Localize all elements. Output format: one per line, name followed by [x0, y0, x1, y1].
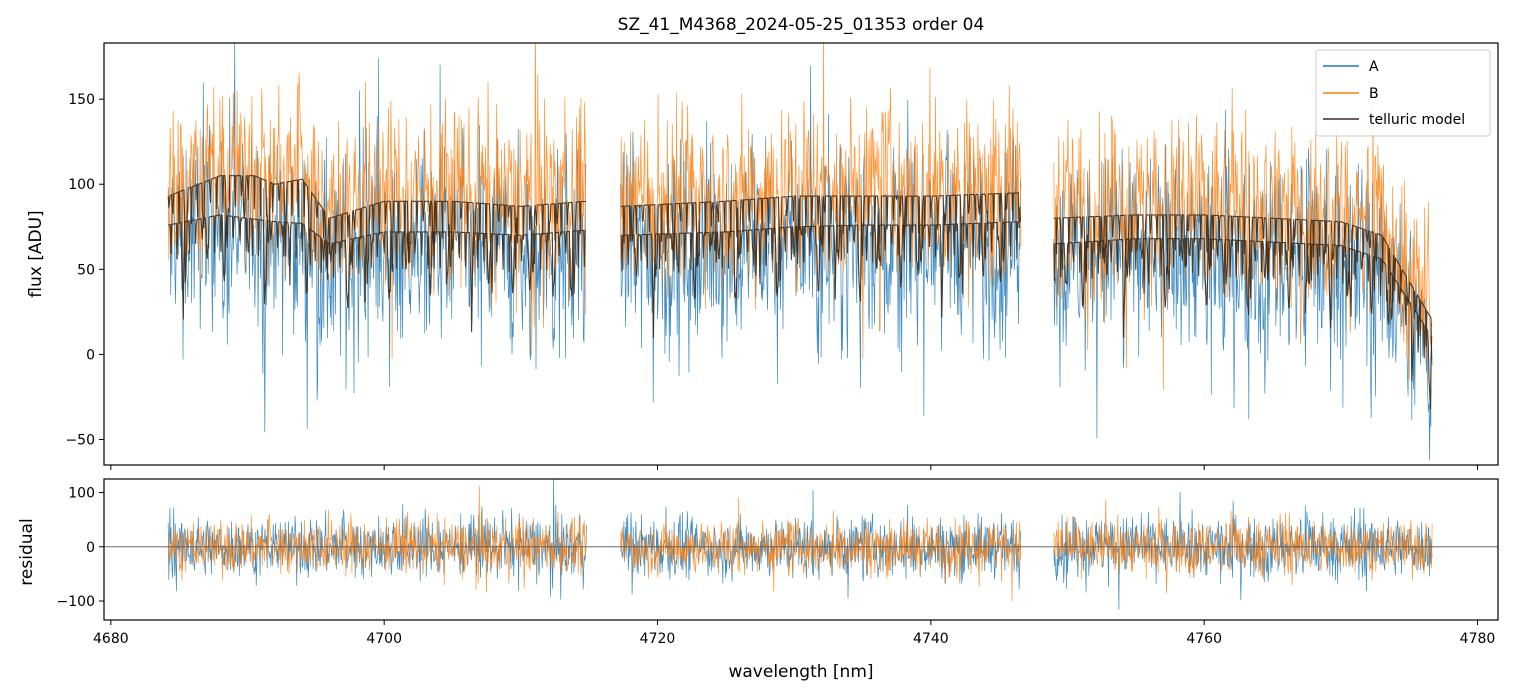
flux-y-tick-label: 100 — [68, 177, 95, 193]
legend-label-a: A — [1369, 59, 1379, 75]
legend-label-b: B — [1369, 86, 1379, 102]
x-tick-label: 4700 — [366, 631, 402, 647]
x-tick-label: 4680 — [93, 631, 129, 647]
residual-x-ticks: 4680 4700 4720 4740 4760 4780 — [93, 620, 1495, 647]
flux-series-layer — [167, 43, 1433, 461]
legend-box — [1315, 49, 1491, 137]
flux-y-axis-label: flux [ADU] — [26, 210, 46, 297]
residual-panel: −100 0 100 4680 4700 4720 4740 4760 4780 residu… — [17, 478, 1499, 682]
residual-y-tick-label: −100 — [57, 594, 95, 610]
telluric-model-line-upper — [167, 175, 1433, 360]
residual-y-tick-label: 100 — [68, 486, 95, 502]
chart-title: SZ_41_M4368_2024-05-25_01353 order 04 — [618, 15, 985, 35]
flux-x-ticks — [110, 465, 1478, 470]
flux-y-tick-label: −50 — [65, 432, 95, 448]
flux-y-ticks: −50 0 50 100 150 — [65, 92, 104, 448]
x-tick-label: 4720 — [640, 631, 676, 647]
residual-axes-frame — [103, 478, 1499, 621]
flux-axes-frame — [103, 42, 1499, 466]
series-b-residual-line — [167, 486, 1433, 602]
flux-y-tick-label: 150 — [68, 92, 95, 108]
residual-y-tick-label: 0 — [86, 540, 95, 556]
x-axis-label: wavelength [nm] — [728, 662, 873, 682]
x-tick-label: 4760 — [1186, 631, 1222, 647]
legend-label-telluric: telluric model — [1369, 112, 1465, 128]
flux-y-tick-label: 0 — [86, 347, 95, 363]
x-tick-label: 4740 — [913, 631, 949, 647]
residual-y-axis-label: residual — [17, 518, 37, 585]
legend: A B telluric model — [1315, 49, 1491, 137]
residual-series-layer — [104, 479, 1498, 610]
flux-panel: −50 0 50 100 150 flux [ADU] — [26, 42, 1499, 470]
telluric-model-line-lower — [168, 214, 1433, 410]
residual-y-ticks: −100 0 100 — [57, 486, 104, 610]
flux-y-tick-label: 50 — [77, 262, 95, 278]
x-tick-label: 4780 — [1460, 631, 1496, 647]
